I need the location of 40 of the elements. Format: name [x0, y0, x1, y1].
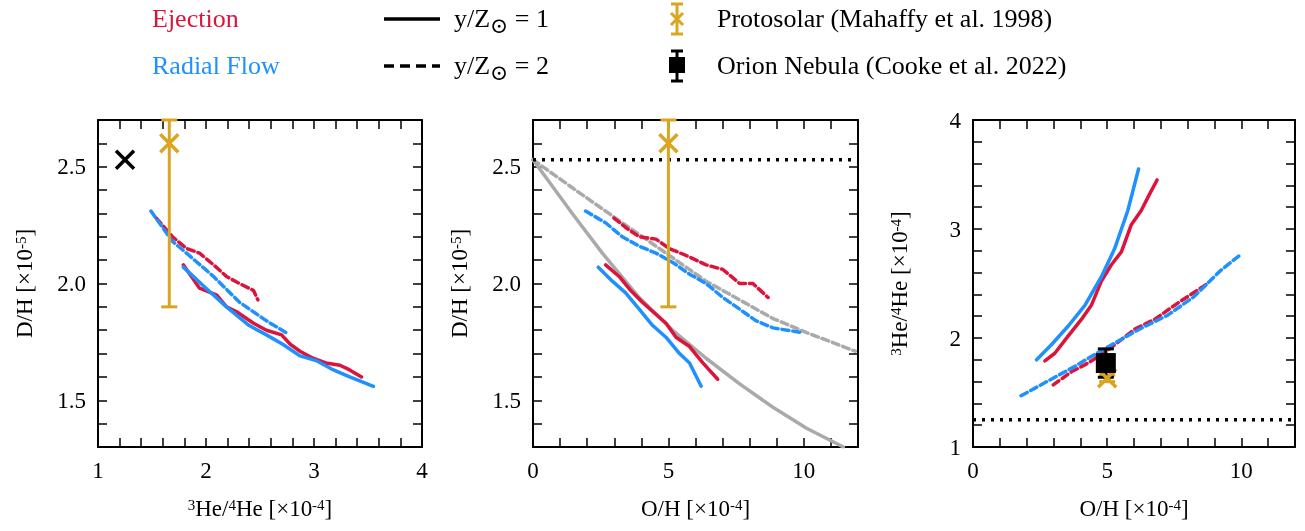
line-series — [603, 263, 720, 382]
line-series — [612, 216, 770, 300]
text: Protosolar (Mahaffy et al. 1998) — [717, 3, 1053, 35]
line-series — [149, 209, 288, 335]
y-tick-label: 1 — [949, 434, 961, 460]
line-series — [154, 216, 260, 302]
y-tick-label: 2 — [949, 325, 961, 351]
line-series — [596, 265, 703, 389]
y-axis-title: D/H [×10-5] — [12, 228, 37, 339]
text: y/Z$_{⊙}$ = 2 — [454, 50, 549, 88]
x-tick-label: 2 — [200, 458, 212, 483]
text: Radial Flow — [152, 50, 280, 82]
line-series — [1019, 253, 1242, 398]
y-tick-label: 2.0 — [492, 271, 521, 296]
x-tick-label: 10 — [792, 458, 816, 483]
x-tick-label: 3 — [308, 458, 320, 483]
x-tick-label: 0 — [527, 458, 539, 483]
y-axis-title: D/H [×10-5] — [447, 228, 472, 339]
x-tick-label: 5 — [662, 458, 675, 483]
x-tick-label: 1 — [92, 458, 104, 483]
text: Orion Nebula (Cooke et al. 2022) — [717, 50, 1067, 82]
x-tick-label: 0 — [967, 458, 979, 483]
line-series — [181, 265, 376, 389]
x-tick-label: 10 — [1229, 458, 1253, 483]
text: y/Z$_{⊙}$ = 1 — [454, 3, 549, 41]
line-series — [1051, 282, 1208, 387]
y-tick-label: 2.5 — [492, 154, 521, 180]
y-tick-label: 4 — [949, 107, 962, 133]
line-series — [583, 209, 804, 335]
y-tick-label: 2.5 — [57, 154, 86, 180]
y-axis-title: 3He/4He [×10-4] — [887, 211, 912, 356]
y-tick-label: 1.5 — [57, 387, 86, 413]
y-tick-label: 2.0 — [57, 271, 86, 296]
line-series — [1043, 178, 1159, 363]
y-tick-label: 3 — [949, 216, 961, 242]
y-tick-label: 1.5 — [492, 387, 521, 413]
x-tick-label: 4 — [416, 458, 429, 483]
text: Ejection — [152, 3, 239, 35]
x-tick-label: 5 — [1101, 458, 1113, 483]
line-series — [1034, 167, 1141, 362]
